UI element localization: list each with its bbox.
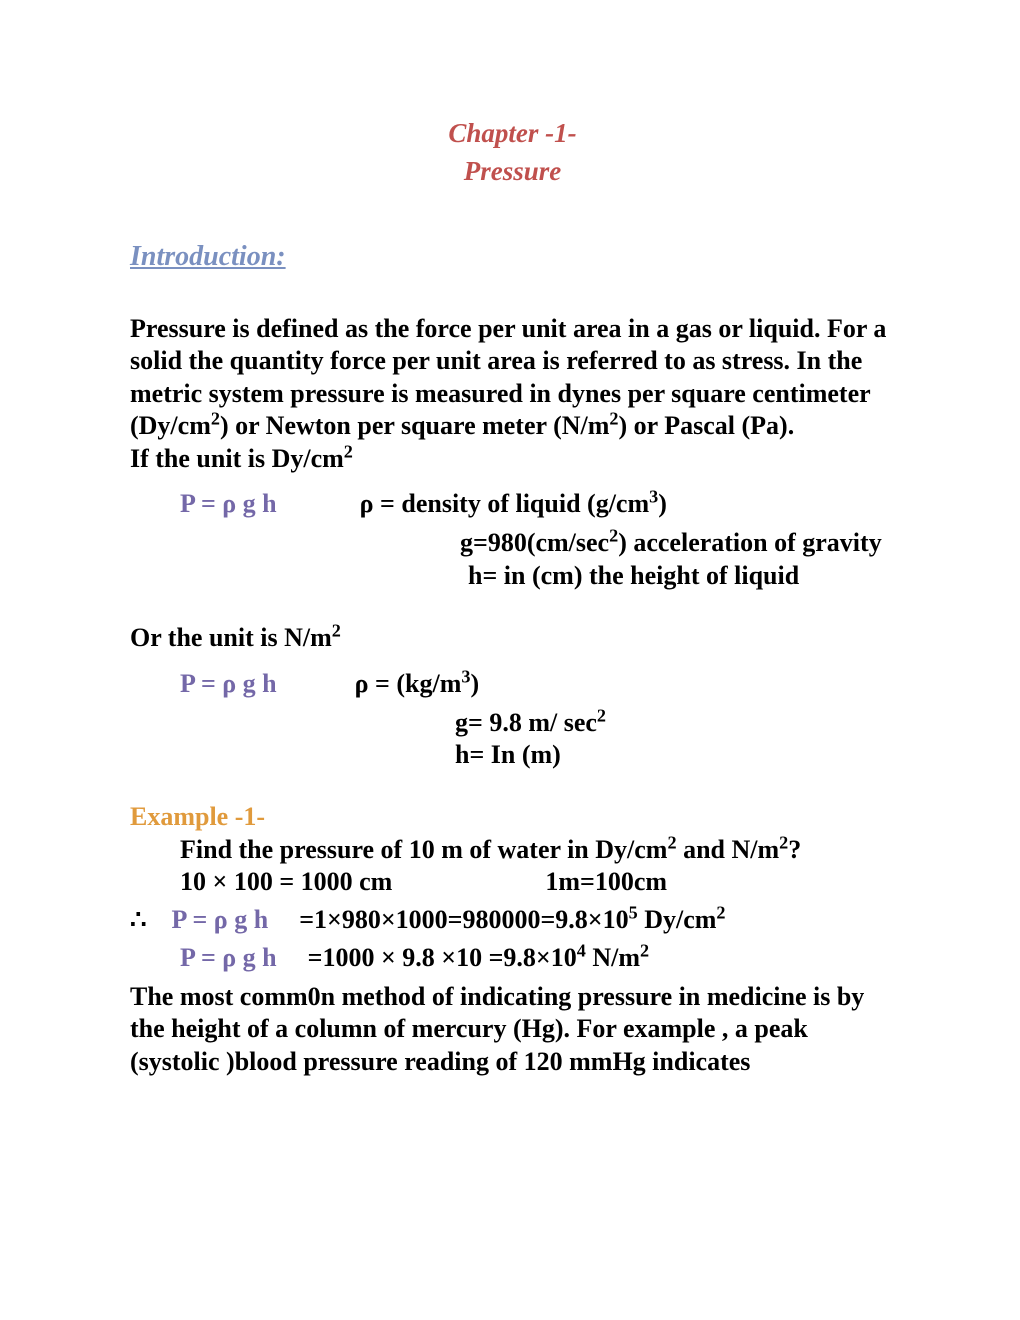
formula-line-2: P = ρ g h ρ = (kg/m3) <box>130 669 895 699</box>
h-definition-1: h= in (cm) the height of liquid <box>130 560 895 593</box>
therefore-symbol: ∴ <box>130 905 147 934</box>
formula-line-1: P = ρ g h ρ = density of liquid (g/cm3) <box>130 489 895 519</box>
example-heading: Example -1- <box>130 802 895 832</box>
g-definition-2: g= 9.8 m/ sec2 <box>130 707 895 740</box>
rho-definition-2: ρ = (kg/m3) <box>355 669 480 698</box>
chapter-title: Chapter -1- Pressure <box>130 115 895 191</box>
h-definition-2: h= In (m) <box>130 739 895 772</box>
if-unit-line: If the unit is Dy/cm2 <box>130 443 895 476</box>
calculation-line-2: P = ρ g h =1000 × 9.8 ×10 =9.8×104 N/m2 <box>130 943 895 973</box>
document-page: Chapter -1- Pressure Introduction: Press… <box>0 0 1020 1128</box>
example-question: Find the pressure of 10 m of water in Dy… <box>130 834 895 867</box>
rho-definition: ρ = density of liquid (g/cm3) <box>360 489 667 518</box>
intro-paragraph: Pressure is defined as the force per uni… <box>130 313 895 443</box>
formula-pgh: P = ρ g h <box>180 489 277 518</box>
g-definition-1: g=980(cm/sec2) acceleration of gravity <box>130 527 895 560</box>
calc-1: =1×980×1000=980000=9.8×105 Dy/cm2 <box>299 905 725 934</box>
title-line-1: Chapter -1- <box>448 118 576 148</box>
formula-pgh-3: P = ρ g h <box>172 905 269 934</box>
calculation-line-1: ∴ P = ρ g h =1×980×1000=980000=9.8×105 D… <box>130 905 895 935</box>
formula-pgh-2: P = ρ g h <box>180 669 277 698</box>
formula-pgh-4: P = ρ g h <box>180 943 277 972</box>
example-conversion: 10 × 100 = 1000 cm 1m=100cm <box>130 866 895 899</box>
or-unit-line: Or the unit is N/m2 <box>130 622 895 655</box>
calc-2: =1000 × 9.8 ×10 =9.8×104 N/m2 <box>308 943 649 972</box>
title-line-2: Pressure <box>464 156 562 186</box>
final-paragraph: The most comm0n method of indicating pre… <box>130 981 895 1079</box>
section-heading-introduction: Introduction: <box>130 241 895 273</box>
